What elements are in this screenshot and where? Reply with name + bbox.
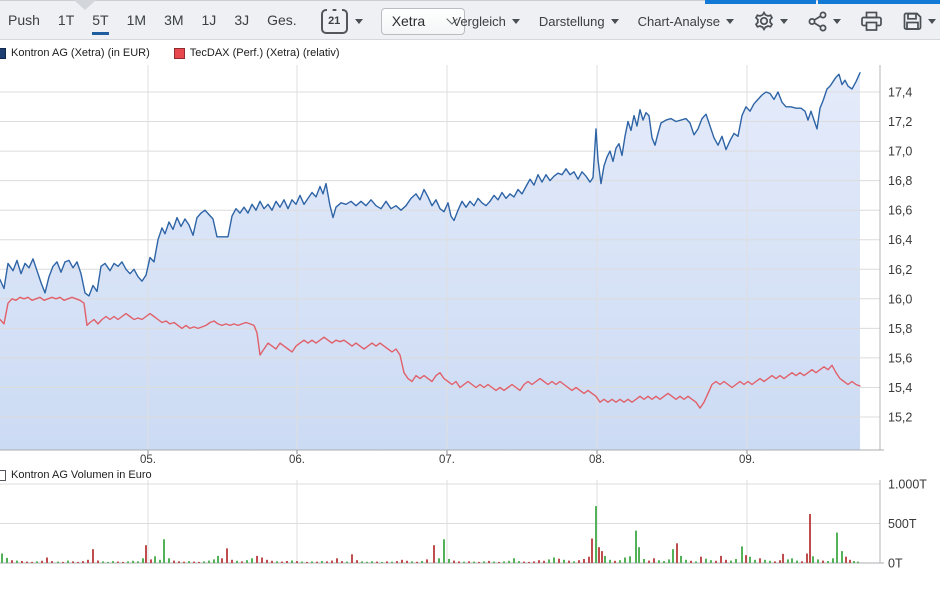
volume-chart-legend: Kontron AG Volumen in Euro bbox=[0, 469, 176, 481]
tecdax-series-swatch bbox=[173, 47, 185, 59]
menu-label: Chart-Analyse bbox=[637, 13, 720, 29]
svg-text:500T: 500T bbox=[888, 517, 917, 531]
svg-text:05.: 05. bbox=[140, 454, 156, 466]
save-button[interactable] bbox=[902, 11, 936, 32]
settings-button[interactable] bbox=[753, 10, 788, 32]
share-button[interactable] bbox=[807, 11, 841, 32]
svg-text:16,6: 16,6 bbox=[888, 204, 912, 218]
menu-caret-icon bbox=[511, 18, 520, 24]
settings-caret-icon bbox=[780, 18, 788, 24]
svg-text:16,4: 16,4 bbox=[888, 233, 912, 247]
svg-text:17,0: 17,0 bbox=[888, 145, 912, 159]
period-button-5t[interactable]: 5T bbox=[92, 12, 109, 28]
gear-icon bbox=[754, 10, 774, 32]
share-icon bbox=[808, 11, 827, 31]
period-button-3j[interactable]: 3J bbox=[234, 12, 250, 28]
period-button-group: Push 1T 5T 1M 3M 1J 3J Ges. bbox=[8, 12, 315, 30]
chart-toolbar: Push 1T 5T 1M 3M 1J 3J Ges. 21 Xetra Vergleich D… bbox=[0, 0, 940, 40]
tooltip-notch bbox=[74, 0, 96, 10]
volume-series-swatch bbox=[0, 469, 6, 481]
main-chart-legend: Kontron AG (Xetra) (in EUR) TecDAX (Perf… bbox=[0, 47, 364, 59]
legend-item-volume: Kontron AG Volumen in Euro bbox=[0, 469, 152, 481]
menu-vergleich[interactable]: Vergleich bbox=[452, 13, 520, 29]
exchange-select[interactable]: Xetra bbox=[380, 7, 465, 35]
printer-icon bbox=[861, 11, 882, 31]
menu-label: Vergleich bbox=[452, 13, 506, 29]
period-button-3m[interactable]: 3M bbox=[164, 12, 184, 28]
svg-text:17,2: 17,2 bbox=[888, 115, 912, 129]
period-button-1j[interactable]: 1J bbox=[201, 12, 217, 28]
period-button-1t[interactable]: 1T bbox=[57, 12, 75, 28]
svg-text:08.: 08. bbox=[589, 454, 605, 466]
menu-chart-analyse[interactable]: Chart-Analyse bbox=[638, 14, 734, 29]
svg-text:15,6: 15,6 bbox=[888, 351, 912, 365]
svg-text:06.: 06. bbox=[289, 454, 305, 466]
menu-label: Darstellung bbox=[538, 13, 605, 29]
period-button-push[interactable]: Push bbox=[8, 12, 40, 28]
menu-caret-icon bbox=[610, 18, 619, 24]
svg-text:1.000T: 1.000T bbox=[888, 478, 927, 492]
calendar-icon[interactable]: 21 bbox=[320, 8, 348, 34]
svg-text:17,4: 17,4 bbox=[888, 86, 912, 100]
svg-text:16,0: 16,0 bbox=[888, 292, 912, 306]
accent-strip-left bbox=[705, 0, 816, 4]
svg-text:15,4: 15,4 bbox=[888, 381, 912, 395]
print-button[interactable] bbox=[860, 11, 883, 32]
legend-label-volume: Kontron AG Volumen in Euro bbox=[11, 469, 152, 481]
legend-item-tecdax: TecDAX (Perf.) (Xetra) (relativ) bbox=[173, 47, 340, 59]
svg-text:16,2: 16,2 bbox=[888, 263, 912, 277]
save-caret-icon bbox=[928, 18, 936, 24]
legend-item-kontron: Kontron AG (Xetra) (in EUR) bbox=[0, 47, 150, 59]
exchange-select-value: Xetra bbox=[391, 13, 426, 29]
kontron-series-swatch bbox=[0, 47, 6, 59]
save-icon bbox=[903, 12, 922, 30]
menu-caret-icon bbox=[726, 18, 734, 24]
svg-text:09.: 09. bbox=[739, 454, 755, 466]
svg-text:07.: 07. bbox=[439, 454, 455, 466]
legend-label-kontron: Kontron AG (Xetra) (in EUR) bbox=[11, 47, 150, 59]
share-caret-icon bbox=[833, 18, 841, 24]
menu-darstellung[interactable]: Darstellung bbox=[539, 14, 619, 29]
period-button-ges[interactable]: Ges. bbox=[267, 12, 297, 28]
legend-label-tecdax: TecDAX (Perf.) (Xetra) (relativ) bbox=[189, 47, 340, 59]
svg-text:0T: 0T bbox=[888, 557, 903, 571]
svg-text:15,2: 15,2 bbox=[888, 410, 912, 424]
svg-text:16,8: 16,8 bbox=[888, 174, 912, 188]
calendar-dropdown-caret-icon[interactable] bbox=[354, 18, 363, 24]
accent-strip-right bbox=[818, 0, 940, 4]
period-button-1m[interactable]: 1M bbox=[126, 12, 147, 28]
menu-group: Vergleich Darstellung Chart-Analyse bbox=[452, 14, 734, 29]
svg-text:15,8: 15,8 bbox=[888, 322, 912, 336]
